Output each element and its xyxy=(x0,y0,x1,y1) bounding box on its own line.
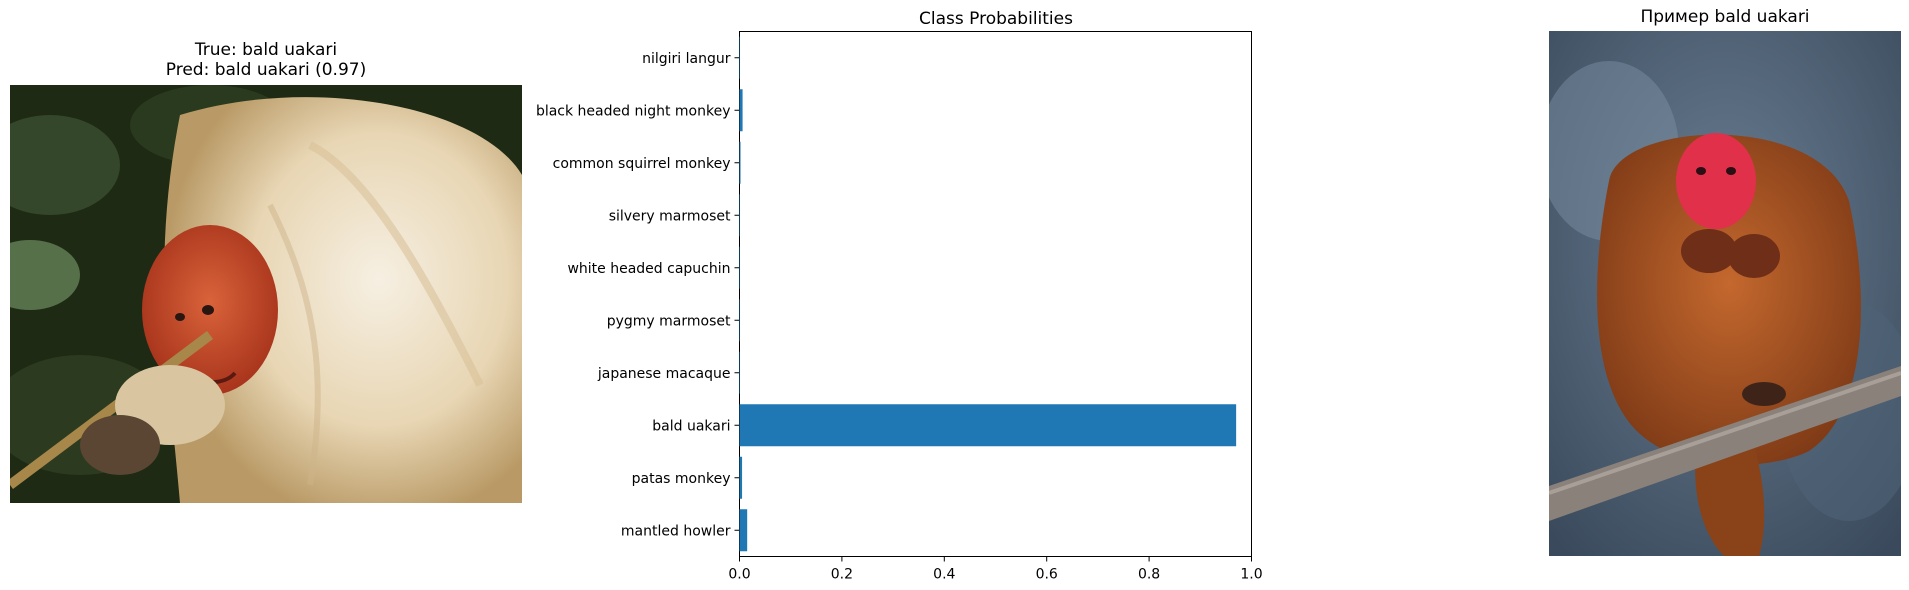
input-image xyxy=(10,85,522,503)
example-uakari-photo-illustration xyxy=(1549,31,1901,556)
y-tick-label: nilgiri langur xyxy=(642,51,731,67)
bar-black-headed-night-monkey xyxy=(739,89,743,132)
bar-silvery-marmoset xyxy=(739,194,741,237)
x-tick-label: 0.2 xyxy=(831,567,853,583)
pred-label-line: Pred: bald uakari (0.97) xyxy=(165,60,367,80)
y-tick-label: pygmy marmoset xyxy=(607,313,731,329)
x-tick-label: 1.0 xyxy=(1240,567,1262,583)
bars-group xyxy=(739,36,1237,552)
y-tick-label: black headed night monkey xyxy=(536,103,731,119)
bar-mantled-howler xyxy=(739,509,748,552)
y-tick-label: patas monkey xyxy=(632,471,731,487)
bar-nilgiri-langur xyxy=(739,36,741,79)
bar-japanese-macaque xyxy=(739,351,741,394)
bar-pygmy-marmoset xyxy=(739,299,741,342)
y-tick-label: bald uakari xyxy=(652,418,730,434)
y-tick-label: common squirrel monkey xyxy=(553,156,731,172)
example-image xyxy=(1549,31,1901,556)
y-tick-label: japanese macaque xyxy=(597,366,731,382)
uakari-photo-illustration xyxy=(10,85,522,503)
true-label-line: True: bald uakari xyxy=(194,40,338,60)
x-tick-label: 0.8 xyxy=(1138,567,1160,583)
bar-bald-uakari xyxy=(739,404,1237,447)
example-image-title: Пример bald uakari xyxy=(1640,7,1810,27)
x-axis: 0.0 0.2 0.4 0.6 0.8 1.0 xyxy=(728,556,1263,583)
y-axis: nilgiri langur black headed night monkey c… xyxy=(536,51,740,539)
bar-common-squirrel-monkey xyxy=(739,141,741,184)
y-tick-label: mantled howler xyxy=(621,523,731,539)
y-tick-label: white headed capuchin xyxy=(567,261,730,277)
y-tick-label: silvery marmoset xyxy=(609,208,731,224)
chart-title: Class Probabilities xyxy=(919,9,1073,29)
bar-white-headed-capuchin xyxy=(739,246,741,289)
x-tick-label: 0.0 xyxy=(728,567,750,583)
bar-patas-monkey xyxy=(739,456,743,499)
left-image-title: True: bald uakari Pred: bald uakari (0.9… xyxy=(10,40,522,80)
x-tick-label: 0.6 xyxy=(1036,567,1058,583)
plot-area xyxy=(739,31,1252,557)
x-tick-label: 0.4 xyxy=(933,567,955,583)
